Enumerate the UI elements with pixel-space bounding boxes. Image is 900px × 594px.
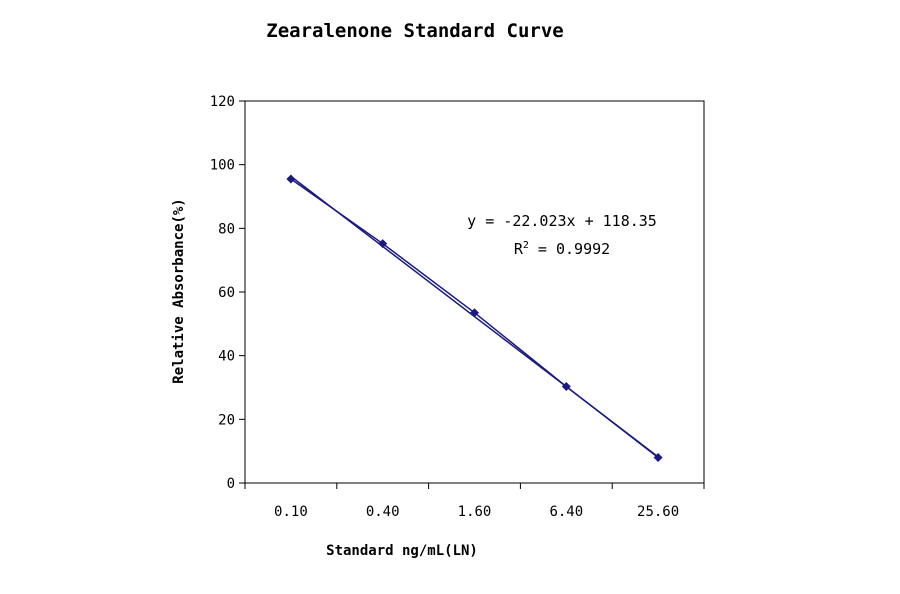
r-squared-label: R2 = 0.9992 <box>514 240 610 258</box>
y-tick-label: 0 <box>227 476 235 492</box>
x-tick-label: 6.40 <box>549 504 583 520</box>
r-squared-value: = 0.9992 <box>529 240 610 258</box>
plot-area-frame <box>245 101 704 483</box>
trendline-equation: y = -22.023x + 118.35 <box>467 212 657 230</box>
y-tick-label: 120 <box>210 94 235 110</box>
y-tick-label: 100 <box>210 158 235 174</box>
y-tick-label: 80 <box>218 221 235 237</box>
y-tick-label: 20 <box>218 412 235 428</box>
x-axis: 0.10 0.40 1.60 6.40 25.60 <box>245 483 704 520</box>
y-axis-title: Relative Absorbance(%) <box>171 198 187 383</box>
x-tick-label: 1.60 <box>458 504 492 520</box>
data-point-marker <box>286 174 295 183</box>
y-tick-label: 60 <box>218 285 235 301</box>
y-axis: 0 20 40 60 80 100 120 <box>210 94 245 492</box>
x-tick-label: 0.10 <box>274 504 308 520</box>
x-axis-title: Standard ng/mL(LN) <box>326 543 478 559</box>
y-tick-label: 40 <box>218 349 235 365</box>
x-tick-label: 0.40 <box>366 504 400 520</box>
x-tick-label: 25.60 <box>637 504 679 520</box>
